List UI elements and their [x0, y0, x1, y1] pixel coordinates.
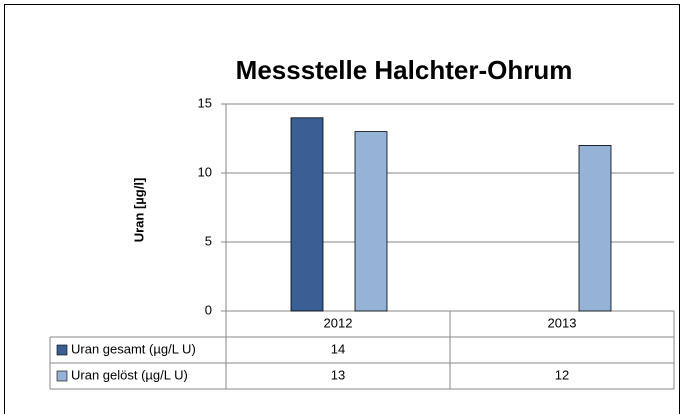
bar [578, 144, 612, 312]
legend-swatch [56, 344, 68, 356]
bar [290, 117, 324, 312]
y-tick-label: 5 [205, 233, 212, 248]
y-tick-label: 10 [198, 164, 212, 179]
y-tick-label: 0 [205, 302, 212, 317]
y-axis-label: Uran [µg/l] [131, 178, 146, 243]
x-tick-label: 2013 [548, 315, 577, 330]
chart-title: Messstelle Halchter-Ohrum [236, 55, 573, 85]
legend-swatch [56, 370, 68, 382]
table-value: 13 [331, 367, 345, 382]
chart-frame [4, 4, 680, 414]
x-tick-label: 2012 [324, 315, 353, 330]
y-tick-label: 15 [198, 95, 212, 110]
legend-label: Uran gesamt (µg/L U) [71, 341, 196, 356]
legend-label: Uran gelöst (µg/L U) [71, 367, 188, 382]
bar [354, 131, 388, 312]
table-value: 14 [331, 341, 345, 356]
table-value: 12 [555, 367, 569, 382]
